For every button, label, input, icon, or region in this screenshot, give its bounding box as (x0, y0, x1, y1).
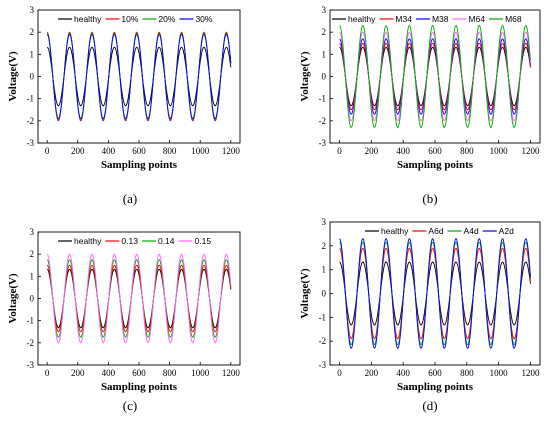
x-tick-label: 600 (428, 146, 442, 156)
y-tick-label: -1 (27, 316, 35, 326)
y-axis-label: Voltage(V) (7, 51, 19, 102)
x-tick-label: 1000 (191, 368, 210, 378)
x-tick-label: 200 (71, 368, 85, 378)
y-tick-label: 1 (30, 49, 35, 59)
legend-label: A2d (499, 226, 514, 236)
y-tick-label: 3 (30, 5, 35, 15)
x-tick-label: 1200 (222, 146, 241, 156)
chart-panel-b: 0 200 400 600 800 1000 1200 -3 -2 -1 0 1 2 3 Sampling … (299, 5, 541, 206)
legend-label: 10% (121, 14, 138, 24)
y-tick-label: 1 (322, 265, 327, 275)
legend-label: healthy (381, 226, 409, 236)
x-tick-label: 400 (102, 146, 116, 156)
y-tick-label: -3 (319, 138, 327, 148)
x-tick-label: 800 (460, 146, 474, 156)
series-line-30% (46, 33, 232, 120)
series-line-M68 (339, 24, 531, 129)
legend-label: M34 (395, 14, 412, 24)
x-tick-label: 600 (132, 368, 146, 378)
legend-label: A4d (464, 226, 479, 236)
y-tick-label: -3 (319, 360, 327, 370)
x-tick-label: 800 (163, 146, 177, 156)
x-tick-label: 800 (163, 368, 177, 378)
y-tick-label: 1 (322, 49, 327, 59)
x-tick-label: 1200 (521, 146, 540, 156)
x-axis-label: Sampling points (397, 159, 474, 171)
panel-caption: (d) (422, 398, 437, 413)
x-tick-label: 0 (45, 368, 50, 378)
y-tick-label: 1 (30, 271, 35, 281)
legend-label: healthy (74, 236, 102, 246)
y-tick-label: 2 (322, 27, 327, 37)
chart-panel-c: 0 200 400 600 800 1000 1200 -3 -2 -1 0 1 2 3 Sampling … (7, 227, 241, 413)
series-line-healthy (339, 261, 531, 326)
x-tick-label: 0 (45, 146, 50, 156)
y-tick-label: 2 (30, 249, 35, 259)
legend-label: healthy (348, 14, 376, 24)
series-line-A2d (339, 238, 531, 349)
x-tick-label: 1000 (490, 146, 509, 156)
y-axis-label: Voltage(V) (299, 268, 311, 319)
legend-label: M38 (432, 14, 449, 24)
x-tick-label: 600 (132, 146, 146, 156)
x-tick-label: 1000 (490, 368, 509, 378)
y-tick-label: -3 (27, 360, 35, 370)
panel-caption: (b) (422, 191, 437, 206)
legend-label: A6d (428, 226, 443, 236)
y-tick-label: -2 (319, 336, 327, 346)
y-tick-label: -2 (27, 116, 35, 126)
legend-label: 30% (195, 14, 212, 24)
y-tick-label: 3 (322, 217, 327, 227)
x-tick-label: 200 (365, 146, 379, 156)
series-line-healthy (339, 46, 531, 107)
series-line-A6d (339, 247, 531, 340)
chart-panel-d: 0 200 400 600 800 1000 1200 -3 -2 -1 0 1 2 3 Sampling … (299, 217, 541, 413)
panel-caption: (c) (123, 398, 137, 413)
y-tick-label: 0 (322, 72, 327, 82)
y-tick-label: -2 (319, 116, 327, 126)
x-axis-label: Sampling points (101, 381, 178, 393)
series-line-healthy (46, 46, 232, 107)
x-tick-label: 800 (460, 368, 474, 378)
x-tick-label: 200 (71, 146, 85, 156)
x-tick-label: 0 (337, 146, 342, 156)
chart-panel-a: 0 200 400 600 800 1000 1200 -3 -2 -1 0 1 2 3 Sampling … (7, 5, 241, 206)
legend-label: healthy (74, 14, 102, 24)
legend-label: 20% (158, 14, 175, 24)
series-line-0.15 (46, 253, 232, 344)
y-tick-label: 2 (322, 241, 327, 251)
x-tick-label: 400 (102, 368, 116, 378)
y-tick-label: 2 (30, 27, 35, 37)
x-tick-label: 1200 (222, 368, 241, 378)
y-tick-label: 0 (30, 72, 35, 82)
y-tick-label: 0 (322, 289, 327, 299)
legend-label: 0.14 (158, 236, 175, 246)
x-tick-label: 1000 (191, 146, 210, 156)
legend-label: M64 (469, 14, 486, 24)
x-tick-label: 0 (337, 368, 342, 378)
y-tick-label: -3 (27, 138, 35, 148)
legend-label: 0.15 (195, 236, 212, 246)
x-axis-label: Sampling points (397, 381, 474, 393)
y-tick-label: -2 (27, 338, 35, 348)
y-tick-label: -1 (27, 94, 35, 104)
y-axis-label: Voltage(V) (299, 51, 311, 102)
y-tick-label: 3 (30, 227, 35, 237)
y-tick-label: 0 (30, 294, 35, 304)
y-tick-label: -1 (319, 94, 327, 104)
y-tick-label: 3 (322, 5, 327, 15)
legend-label: 0.13 (121, 236, 138, 246)
x-tick-label: 600 (428, 368, 442, 378)
x-axis-label: Sampling points (101, 159, 178, 171)
y-axis-label: Voltage(V) (7, 273, 19, 324)
x-tick-label: 1200 (521, 368, 540, 378)
x-tick-label: 400 (396, 368, 410, 378)
panel-caption: (a) (123, 191, 137, 206)
legend-label: M68 (505, 14, 522, 24)
y-tick-label: -1 (319, 312, 327, 322)
x-tick-label: 400 (396, 146, 410, 156)
series-line-healthy (46, 268, 232, 329)
x-tick-label: 200 (365, 368, 379, 378)
